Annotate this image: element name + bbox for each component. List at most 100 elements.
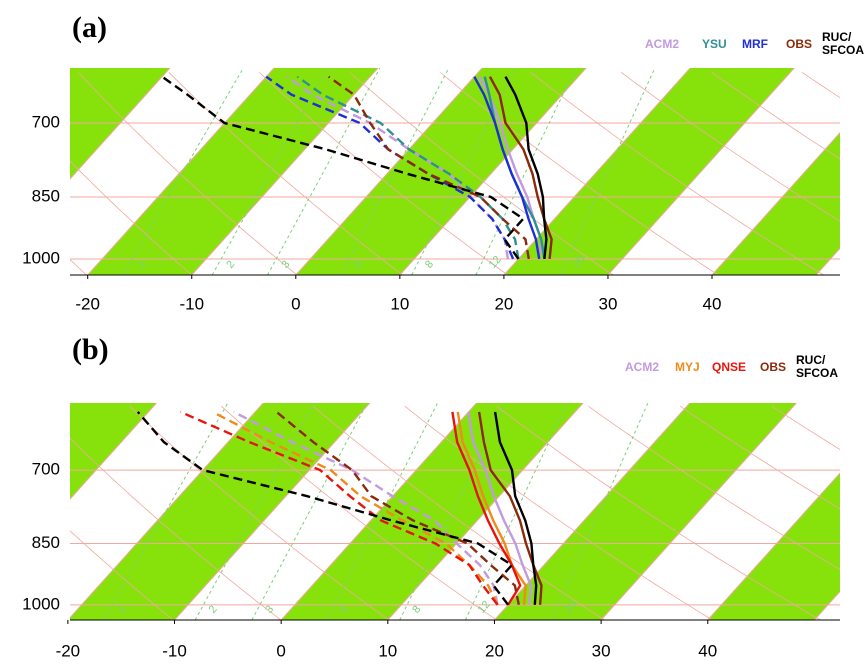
mixing-ratio-line [194,403,315,620]
mixing-ratio-line [464,403,568,620]
isotherm [70,403,264,619]
temperature-profile [493,411,538,605]
mixing-ratio-label: 8 [423,258,436,270]
legend-entry: ACM2 [645,37,680,51]
dry-adiabat [312,405,605,620]
isotherm [295,68,483,275]
isotherm [87,68,275,275]
mixing-ratio-label: 3 [279,258,292,270]
temperature-profile [467,411,533,605]
dry-adiabat [711,72,840,160]
dry-adiabat [620,72,840,222]
dry-adiabat [588,405,840,570]
x-tick-label: 20 [485,641,504,660]
legend-entry: YSU [702,37,727,51]
y-tick-label: 1000 [22,248,60,267]
mixing-ratio-label: 12 [476,599,493,616]
plot-area [0,68,840,275]
legend-entry: OBS [786,37,813,51]
x-tick-label: 30 [598,294,617,313]
temperature-profile [473,76,541,260]
temperature-band [70,403,370,620]
y-tick-label: 1000 [22,594,60,613]
mixing-ratio-line [411,68,517,275]
isotherm [191,68,379,275]
legend-entry: RUC/ SFCOA [796,353,838,380]
legend-entry: ACM2 [625,360,660,374]
x-tick-label: 0 [291,294,300,313]
dry-adiabat [679,405,840,510]
legend-entry: OBS [760,360,787,374]
dry-adiabat [221,405,497,620]
dewpoint-profile [265,75,515,260]
mixing-ratio-line [399,403,507,620]
panel-label: (a) [72,11,107,44]
temperature-profile [504,76,548,260]
temperature-band [503,68,795,275]
dry-adiabat [78,72,298,275]
isotherm [70,403,157,500]
isotherm [711,132,840,275]
x-tick-label: 10 [390,294,409,313]
dewpoint-profile [161,75,526,260]
y-tick-label: 850 [32,533,60,552]
dry-adiabat [530,72,824,275]
mixing-ratio-line [122,68,244,275]
temperature-profile [488,76,553,260]
dry-adiabat [70,437,282,620]
dry-adiabat [70,160,193,275]
x-tick-label: -10 [179,294,204,313]
isotherm [70,68,171,180]
dewpoint-profile [275,410,520,606]
y-tick-label: 700 [32,460,60,479]
legend-entry: MRF [742,37,768,51]
y-tick-label: 700 [32,112,60,131]
isotherm [707,472,840,620]
dewpoint-profile [180,410,499,606]
legend-entry: QNSE [712,360,747,374]
x-tick-label: -20 [75,294,100,313]
dry-adiabat [259,72,508,275]
x-tick-label: -10 [162,641,187,660]
x-tick-label: 20 [494,294,513,313]
dewpoint-profile [211,410,499,606]
mixing-ratio-label: 12 [487,254,504,271]
isotherm [600,403,797,620]
mixing-ratio-line [475,68,577,275]
panel-label: (b) [72,333,109,366]
x-tick-label: -20 [56,641,81,660]
isotherm [607,68,795,275]
dry-adiabat [0,406,65,620]
y-tick-label: 850 [32,186,60,205]
x-tick-label: 40 [703,294,722,313]
isotherm [280,403,477,620]
isotherm [174,403,371,620]
isotherm [0,68,66,275]
x-tick-label: 40 [698,641,717,660]
mixing-ratio-label: 2 [224,258,237,270]
temperature-profile [477,411,543,605]
mixing-ratio-line [340,68,450,275]
x-tick-label: 10 [378,641,397,660]
legend-entry: RUC/ SFCOA [822,30,864,57]
x-tick-label: 30 [592,641,611,660]
isotherm [399,68,587,275]
dry-adiabat [496,405,821,620]
dry-adiabat [349,72,614,275]
dewpoint-profile [327,75,530,260]
dewpoint-profile [296,75,520,260]
legend-entry: MYJ [675,360,700,374]
isotherm [0,403,50,620]
temperature-band [295,68,587,275]
isotherm [494,403,691,620]
x-tick-label: 0 [276,641,285,660]
mixing-ratio-line [251,403,368,620]
mixing-ratio-line [559,68,656,275]
plot-area [0,403,840,620]
temperature-profile [456,411,527,605]
dry-adiabat [70,530,174,620]
temperature-profile [451,411,522,606]
dewpoint-profile [136,411,514,606]
